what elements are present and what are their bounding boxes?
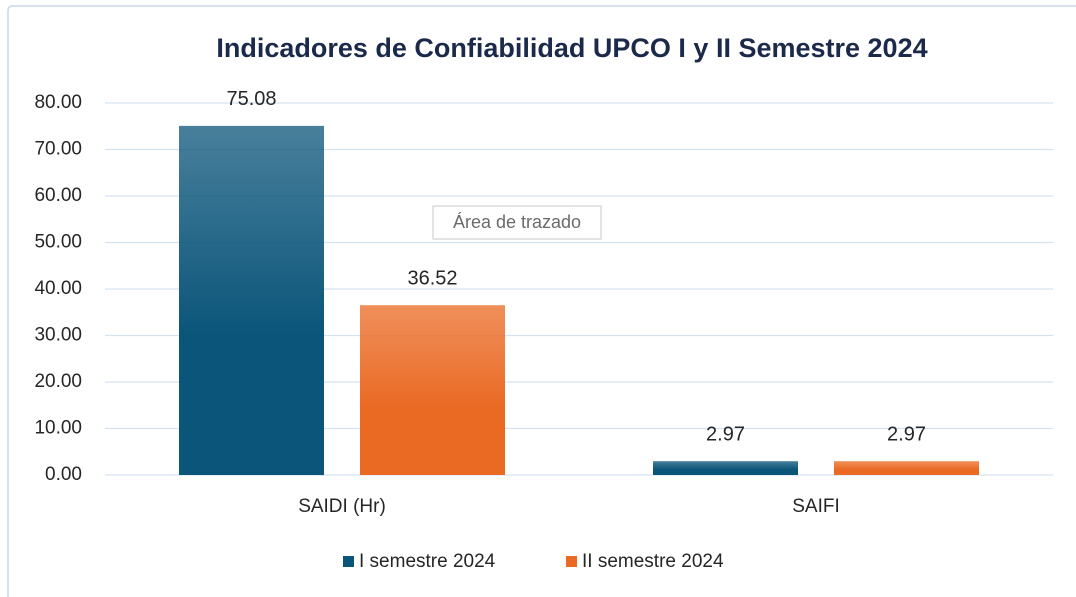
- y-tick-label: 50.00: [34, 232, 82, 253]
- legend-swatch: [343, 556, 354, 567]
- legend-swatch: [566, 556, 577, 567]
- data-label: 36.52: [407, 267, 457, 289]
- y-tick-label: 70.00: [34, 139, 82, 160]
- bar: [653, 461, 798, 475]
- data-label: 75.08: [226, 88, 276, 110]
- x-tick-label: SAIFI: [792, 496, 840, 517]
- bar: [834, 461, 979, 475]
- y-tick-label: 10.00: [34, 418, 82, 439]
- bar: [360, 305, 505, 475]
- y-tick-label: 30.00: [34, 325, 82, 346]
- y-tick-label: 20.00: [34, 371, 82, 392]
- legend-label: I semestre 2024: [359, 551, 496, 572]
- y-tick-label: 40.00: [34, 278, 82, 299]
- tooltip-box: [432, 205, 602, 240]
- y-tick-label: 80.00: [34, 92, 82, 113]
- chart-title: Indicadores de Confiabilidad UPCO I y II…: [216, 33, 927, 63]
- tooltip-text: Área de trazado: [453, 212, 581, 232]
- x-tick-label: SAIDI (Hr): [298, 496, 386, 517]
- y-tick-label: 60.00: [34, 185, 82, 206]
- data-label: 2.97: [706, 423, 745, 445]
- y-tick-label: 0.00: [45, 464, 82, 485]
- chart-frame: [7, 5, 1076, 597]
- legend-label: II semestre 2024: [582, 551, 724, 572]
- data-label: 2.97: [887, 423, 926, 445]
- bar: [179, 125, 324, 476]
